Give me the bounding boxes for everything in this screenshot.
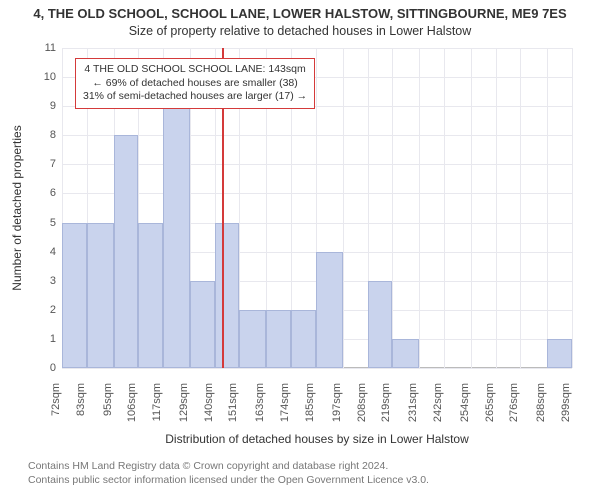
y-tick-label: 10	[28, 71, 56, 83]
info-line-2: ← 69% of detached houses are smaller (38…	[83, 77, 307, 91]
gridline-v	[419, 48, 420, 368]
y-tick-label: 3	[28, 275, 56, 287]
y-tick-label: 0	[28, 362, 56, 374]
histogram-bar	[87, 223, 114, 368]
gridline-h	[62, 368, 572, 369]
y-tick-label: 7	[28, 158, 56, 170]
gridline-v	[392, 48, 393, 368]
histogram-bar	[392, 339, 419, 368]
y-tick-label: 2	[28, 304, 56, 316]
info-line-3: 31% of semi-detached houses are larger (…	[83, 90, 307, 104]
gridline-v	[547, 48, 548, 368]
attribution-line-1: Contains HM Land Registry data © Crown c…	[28, 460, 429, 474]
histogram-bar	[190, 281, 215, 368]
gridline-v	[572, 48, 573, 368]
gridline-v	[496, 48, 497, 368]
histogram-bar	[291, 310, 316, 368]
attribution: Contains HM Land Registry data © Crown c…	[28, 460, 429, 487]
histogram-bar	[163, 106, 190, 368]
chart-container: 4, THE OLD SCHOOL, SCHOOL LANE, LOWER HA…	[0, 0, 600, 500]
gridline-v	[520, 48, 521, 368]
y-tick-label: 9	[28, 100, 56, 112]
y-tick-label: 6	[28, 187, 56, 199]
histogram-bar	[316, 252, 343, 368]
attribution-line-2: Contains public sector information licen…	[28, 474, 429, 488]
y-tick-label: 8	[28, 129, 56, 141]
histogram-bar	[138, 223, 163, 368]
chart-subtitle: Size of property relative to detached ho…	[0, 22, 600, 38]
histogram-bar	[547, 339, 572, 368]
gridline-v	[343, 48, 344, 368]
histogram-bar	[239, 310, 266, 368]
y-tick-label: 4	[28, 246, 56, 258]
x-axis-label: Distribution of detached houses by size …	[62, 432, 572, 446]
reference-annotation-box: 4 THE OLD SCHOOL SCHOOL LANE: 143sqm ← 6…	[75, 58, 315, 109]
histogram-bar	[266, 310, 291, 368]
y-tick-label: 11	[28, 42, 56, 54]
histogram-bar	[114, 135, 139, 368]
y-axis-label: Number of detached properties	[10, 43, 24, 208]
gridline-v	[471, 48, 472, 368]
y-tick-label: 5	[28, 217, 56, 229]
histogram-bar	[368, 281, 393, 368]
chart-title: 4, THE OLD SCHOOL, SCHOOL LANE, LOWER HA…	[0, 0, 600, 22]
info-line-1: 4 THE OLD SCHOOL SCHOOL LANE: 143sqm	[83, 63, 307, 77]
histogram-bar	[215, 223, 240, 368]
histogram-bar	[62, 223, 87, 368]
y-tick-label: 1	[28, 333, 56, 345]
gridline-v	[444, 48, 445, 368]
